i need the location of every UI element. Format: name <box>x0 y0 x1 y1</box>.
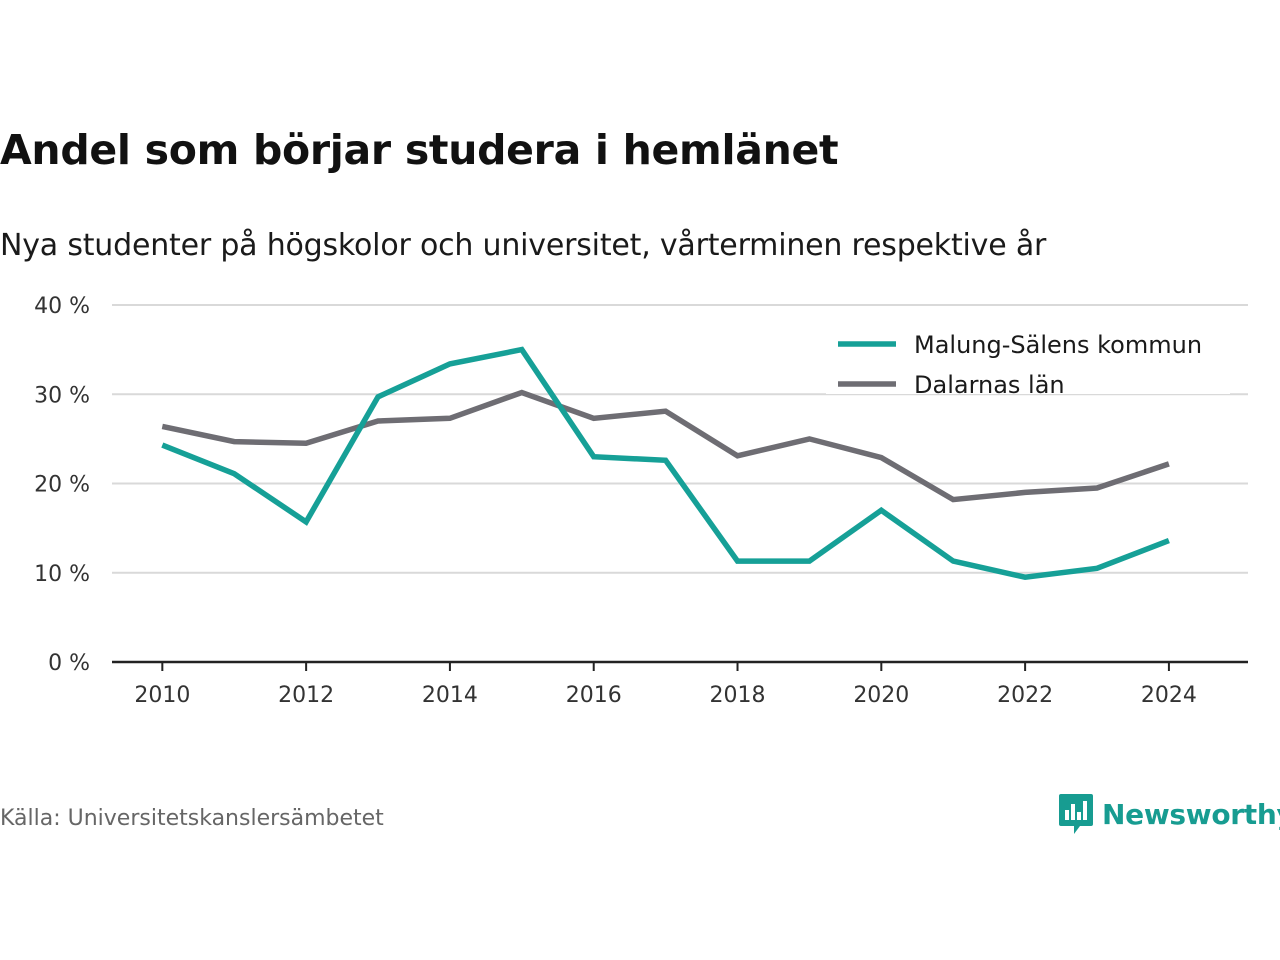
series-line <box>161 389 1170 503</box>
y-tick-label: 0 % <box>48 651 90 676</box>
legend-label: Malung-Sälens kommun <box>914 331 1202 359</box>
chart-title: Andel som börjar studera i hemlänet <box>0 126 839 174</box>
x-tick-label: 2022 <box>997 683 1053 708</box>
brand-name: Newsworthy <box>1102 797 1280 831</box>
series-line <box>161 346 1170 580</box>
chart-subtitle: Nya studenter på högskolor och universit… <box>0 228 1047 263</box>
series-lines <box>161 346 1170 580</box>
x-tick-label: 2024 <box>1141 683 1197 708</box>
bar-chart-speech-bubble-icon <box>1059 794 1093 834</box>
x-tick-label: 2020 <box>853 683 909 708</box>
x-axis: 2010 2012 2014 2016 2018 2020 2022 2024 <box>112 660 1248 708</box>
line-chart: 0 % 10 % 20 % 30 % 40 % 2010 2012 2014 2016 2018… <box>34 294 1248 708</box>
y-tick-label: 30 % <box>34 383 90 408</box>
y-tick-label: 40 % <box>34 294 90 319</box>
x-tick-label: 2014 <box>422 683 478 708</box>
y-tick-label: 20 % <box>34 473 90 498</box>
x-tick-label: 2016 <box>566 683 622 708</box>
y-axis-tick-labels: 0 % 10 % 20 % 30 % 40 % <box>34 294 90 676</box>
legend: Malung-Sälens kommun Dalarnas län <box>826 324 1230 399</box>
x-tick-label: 2010 <box>134 683 190 708</box>
x-tick-label: 2012 <box>278 683 334 708</box>
x-tick-label: 2018 <box>710 683 766 708</box>
y-tick-label: 10 % <box>34 562 90 587</box>
source-note: Källa: Universitetskanslersämbetet <box>0 806 384 831</box>
legend-label: Dalarnas län <box>914 371 1065 399</box>
newsworthy-logo: Newsworthy <box>1058 790 1280 838</box>
